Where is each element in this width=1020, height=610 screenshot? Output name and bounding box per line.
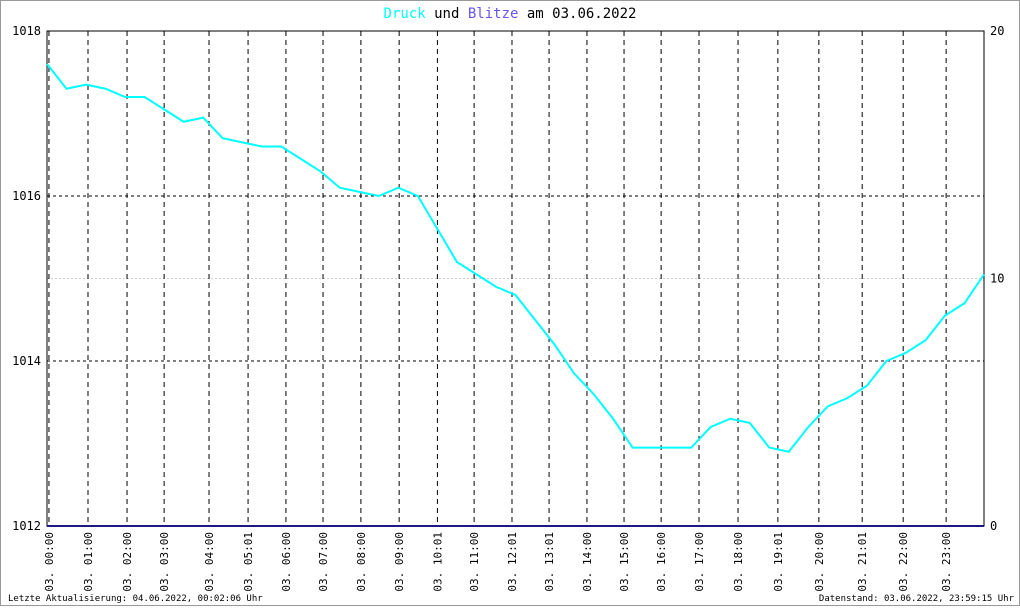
y-tick-label: 1014 [12,354,41,368]
series-line [46,63,985,453]
x-tick-label: 03. 06:00 [280,532,293,592]
x-tick-label: 03. 11:00 [468,532,481,592]
x-tick-label: 03. 14:00 [581,532,594,592]
title-part: und [434,6,459,22]
y-tick-label: 1012 [12,519,41,533]
x-tick-label: 03. 01:00 [82,532,95,592]
x-tick-label: 03. 22:00 [897,532,910,592]
title-series: Druck [384,6,427,22]
y2-tick-label: 0 [990,519,997,533]
x-tick-label: 03. 02:00 [121,532,134,592]
y-tick-label: 1018 [12,24,41,38]
x-tick-label: 03. 13:01 [543,532,556,592]
footer-right: Datenstand: 03.06.2022, 23:59:15 Uhr [819,594,1015,604]
y-tick-label: 1016 [12,189,41,203]
x-tick-label: 03. 21:01 [856,532,869,592]
x-tick-label: 03. 08:00 [355,532,368,592]
x-tick-label: 03. 18:00 [732,532,745,592]
x-tick-label: 03. 04:00 [203,532,216,592]
x-tick-label: 03. 23:00 [940,532,953,592]
x-tick-label: 03. 16:00 [655,532,668,592]
title-series: Blitze [468,6,519,22]
x-tick-label: 03. 15:00 [618,532,631,592]
x-tick-label: 03. 03:00 [158,532,171,592]
x-tick-label: 03. 05:01 [242,532,255,592]
chart-title: Druck und Blitze am 03.06.2022 [384,6,637,22]
x-tick-label: 03. 12:01 [506,532,519,592]
x-tick-label: 03. 19:01 [772,532,785,592]
x-tick-label: 03. 20:00 [813,532,826,592]
title-part: am 03.06.2022 [527,6,637,22]
x-tick-label: 03. 17:00 [693,532,706,592]
footer-left: Letzte Aktualisierung: 04.06.2022, 00:02… [8,594,263,604]
x-tick-label: 03. 09:00 [393,532,406,592]
x-tick-label: 03. 10:01 [431,532,444,592]
y2-tick-label: 20 [990,24,1004,38]
x-tick-label: 03. 00:00 [43,532,56,592]
x-tick-label: 03. 07:00 [317,532,330,592]
y2-tick-label: 10 [990,272,1004,286]
